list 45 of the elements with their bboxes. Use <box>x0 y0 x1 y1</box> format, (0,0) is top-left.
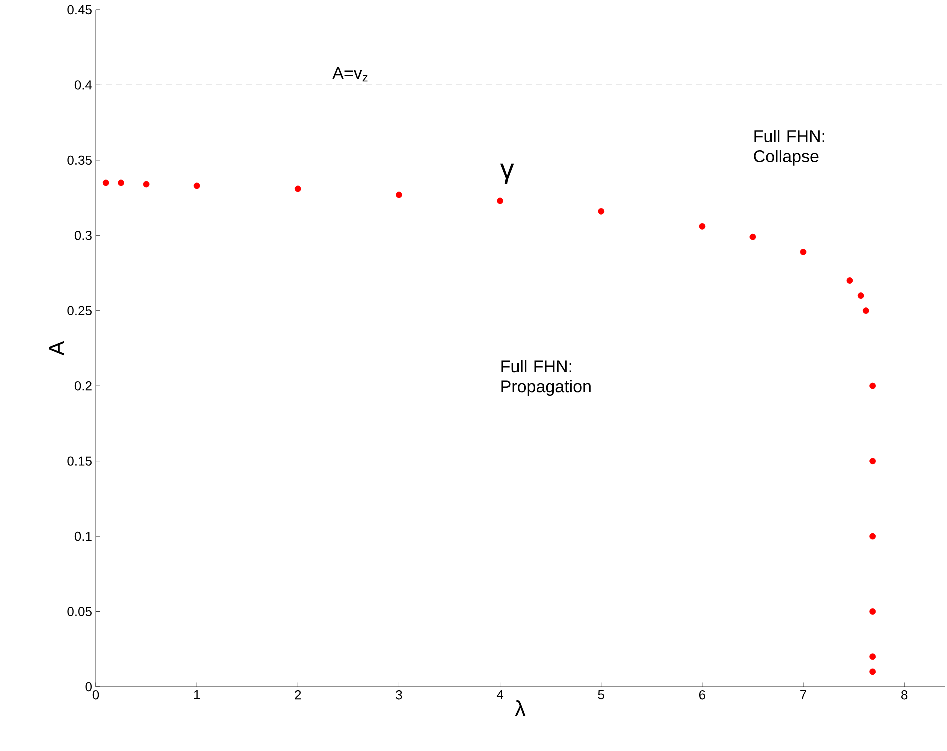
x-axis-title: λ <box>515 700 526 716</box>
y-tick-label: 0.4 <box>74 80 92 90</box>
y-tick-label: 0.45 <box>68 5 92 15</box>
y-axis-title: A <box>49 341 64 356</box>
y-tick-label: 0.15 <box>68 456 92 466</box>
point <box>870 668 876 676</box>
y-tick-label: 0.3 <box>74 231 92 240</box>
y-tick-label: 0.25 <box>68 306 92 316</box>
y-tick-label: 0.1 <box>74 532 92 542</box>
point <box>870 382 876 390</box>
point <box>870 608 876 615</box>
annotation: γ <box>500 164 514 184</box>
x-tick-label: 4 <box>496 690 504 700</box>
x-tick-label: 6 <box>699 690 706 700</box>
point <box>118 180 124 186</box>
ref-line-label: A=v$_{z}$ <box>332 67 368 82</box>
y-tick-label: 0 <box>86 682 92 692</box>
point <box>800 248 807 256</box>
point <box>870 533 876 540</box>
point <box>862 308 870 314</box>
y-tick-label: 0.2 <box>74 381 92 391</box>
point <box>870 458 876 465</box>
point <box>846 278 854 284</box>
point <box>598 208 605 215</box>
point <box>396 192 402 198</box>
point <box>750 234 756 240</box>
x-tick-label: 7 <box>800 690 806 700</box>
x-tick-label: 5 <box>598 690 604 700</box>
x-tick-label: 0 <box>92 690 100 700</box>
y-tick-label: 0.05 <box>68 607 92 616</box>
x-tick-label: 3 <box>396 690 402 700</box>
annotation: Full FHN: Collapse <box>754 130 824 166</box>
point <box>294 186 302 192</box>
point <box>699 223 706 230</box>
x-tick-label: 2 <box>295 690 302 700</box>
x-tick-label: 8 <box>902 690 908 700</box>
annotation: Full FHN: Propagation <box>502 360 591 396</box>
point <box>858 292 864 300</box>
point <box>870 654 876 660</box>
point <box>497 198 504 204</box>
x-tick-label: 1 <box>194 690 200 700</box>
point <box>194 182 200 190</box>
y-tick-label: 0.35 <box>68 156 92 166</box>
point <box>143 181 150 188</box>
point <box>102 180 110 186</box>
